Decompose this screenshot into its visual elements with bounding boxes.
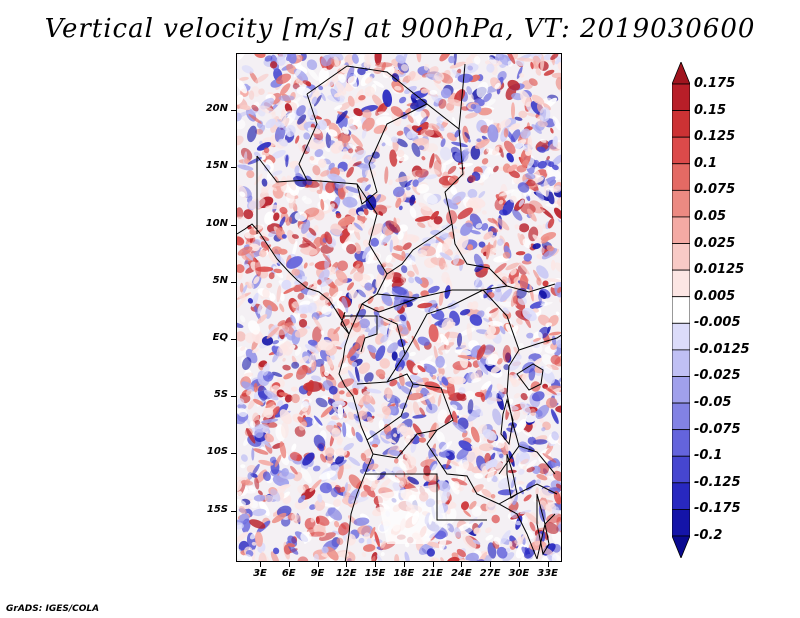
map-title: Vertical velocity [m/s] at 900hPa, VT: 2… — [44, 14, 756, 44]
lat-tick-label: 15S — [206, 503, 228, 515]
lon-tick — [461, 562, 463, 567]
lon-tick-label: 30E — [508, 568, 530, 579]
colorbar-segment — [672, 322, 690, 351]
lat-tick — [231, 167, 236, 169]
colorbar-segment — [672, 110, 690, 138]
lat-tick — [231, 453, 236, 455]
map-frame — [236, 53, 562, 562]
colorbar-segment — [672, 269, 690, 298]
colorbar-segment — [672, 482, 690, 510]
lon-tick-label: 18E — [393, 568, 415, 579]
colorbar-level-label: -0.05 — [694, 395, 732, 411]
lat-tick-label: 10N — [205, 217, 228, 229]
lon-tick-label: 24E — [450, 568, 472, 579]
grads-credit: GrADS: IGES/COLA — [6, 604, 100, 614]
lat-tick — [231, 510, 236, 512]
colorbar-level-label: 0.0125 — [694, 262, 745, 278]
colorbar-segment — [672, 216, 690, 244]
colorbar-level-label: -0.1 — [694, 448, 723, 464]
lat-tick-label: 15N — [205, 160, 228, 172]
lon-tick-label: 33E — [537, 568, 558, 579]
lon-tick — [518, 562, 520, 567]
velocity-field-patches — [237, 54, 561, 561]
colorbar-level-label: 0.1 — [694, 155, 718, 171]
lat-tick-label: 5N — [212, 274, 228, 286]
lon-tick — [259, 562, 261, 567]
lon-tick — [346, 562, 348, 567]
colorbar-level-label: 0.125 — [694, 129, 736, 145]
colorbar-level-label: 0.025 — [694, 235, 736, 251]
lon-tick — [317, 562, 319, 567]
lon-tick — [288, 562, 290, 567]
colorbar-level-label: -0.025 — [694, 368, 741, 384]
colorbar-segment — [672, 136, 690, 165]
colorbar-segment — [672, 163, 690, 191]
colorbar-level-label: 0.15 — [694, 102, 727, 118]
lon-tick-label: 6E — [281, 568, 296, 579]
colorbar-segment — [672, 429, 690, 457]
lon-tick-label: 9E — [310, 568, 325, 579]
colorbar-segment — [672, 376, 690, 404]
colorbar-level-label: 0.05 — [694, 208, 727, 224]
lon-tick-label: 12E — [335, 568, 357, 579]
colorbar-segment — [672, 189, 690, 218]
colorbar-level-label: -0.0125 — [694, 341, 750, 357]
lon-tick-label: 3E — [253, 568, 267, 579]
colorbar-bottom-arrow — [672, 535, 690, 558]
colorbar-level-label: -0.075 — [694, 421, 741, 437]
lat-tick — [231, 281, 236, 283]
colorbar-top-arrow — [672, 62, 690, 85]
lon-tick-label: 15E — [364, 568, 386, 579]
lat-tick — [231, 224, 236, 226]
colorbar-level-label: 0.075 — [694, 182, 736, 198]
velocity-field — [237, 54, 561, 561]
lon-tick — [375, 562, 377, 567]
lat-tick — [231, 110, 236, 112]
lat-tick — [231, 396, 236, 398]
colorbar-segment — [672, 455, 690, 484]
colorbar-level-label: -0.125 — [694, 474, 741, 490]
colorbar-level-label: 0.005 — [694, 288, 736, 304]
colorbar — [672, 62, 690, 558]
colorbar-segment — [672, 83, 690, 111]
colorbar-segment — [672, 349, 690, 377]
lat-tick-label: 20N — [205, 103, 228, 115]
colorbar-level-label: -0.005 — [694, 315, 741, 331]
colorbar-level-label: 0.175 — [694, 76, 736, 91]
lon-tick — [432, 562, 434, 567]
colorbar-segment — [672, 402, 690, 431]
lon-tick — [547, 562, 549, 567]
colorbar-level-label: -0.175 — [694, 501, 741, 517]
colorbar-level-label: -0.2 — [694, 528, 723, 543]
colorbar-segment — [672, 243, 690, 271]
lat-tick — [231, 338, 236, 340]
lat-tick-label: 5S — [213, 389, 228, 401]
lon-tick — [403, 562, 405, 567]
lon-tick — [490, 562, 492, 567]
lon-tick-label: 21E — [422, 568, 443, 579]
colorbar-segment — [672, 296, 690, 324]
lat-tick-label: 10S — [206, 446, 228, 458]
lon-tick-label: 27E — [479, 568, 501, 579]
country-borders — [237, 63, 561, 561]
lat-tick-label: EQ — [212, 331, 228, 343]
colorbar-segment — [672, 509, 690, 537]
